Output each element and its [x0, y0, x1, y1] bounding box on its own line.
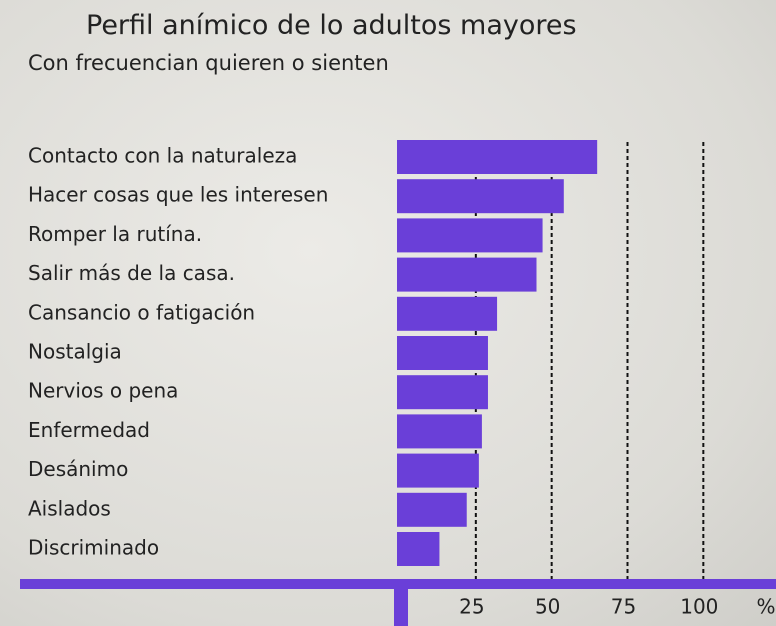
x-tick-label: 100: [680, 595, 718, 619]
x-tick-label: 50: [535, 595, 560, 619]
x-tick-label: 75: [611, 595, 636, 619]
bar: [397, 414, 482, 449]
bar: [397, 218, 543, 253]
category-label: Salir más de la casa.: [28, 261, 235, 285]
category-label: Aislados: [28, 496, 111, 520]
bar: [397, 375, 488, 410]
category-label: Hacer cosas que les interesen: [28, 183, 328, 207]
category-label: Nostalgia: [28, 340, 122, 364]
bar: [397, 532, 440, 566]
bar: [397, 140, 598, 174]
bar: [397, 453, 479, 488]
bar: [397, 296, 498, 331]
bar: [397, 492, 467, 527]
category-label: Discriminado: [28, 536, 159, 560]
category-label: Cansancio o fatigación: [28, 300, 255, 324]
category-label: Romper la rutína.: [28, 222, 202, 246]
bar: [397, 257, 537, 292]
chart-title: Perfil anímico de lo adultos mayores: [86, 10, 577, 41]
category-label: Enfermedad: [28, 418, 150, 442]
bar: [397, 336, 488, 370]
x-tick-label: 25: [459, 595, 484, 619]
bar: [397, 179, 564, 214]
category-label: Desánimo: [28, 457, 128, 481]
y-axis: [394, 584, 408, 626]
category-label: Nervios o pena: [28, 379, 178, 403]
chart-subtitle: Con frecuencian quieren o sienten: [28, 51, 389, 75]
category-label: Contacto con la naturaleza: [28, 144, 297, 168]
x-axis-label: %: [756, 595, 775, 619]
